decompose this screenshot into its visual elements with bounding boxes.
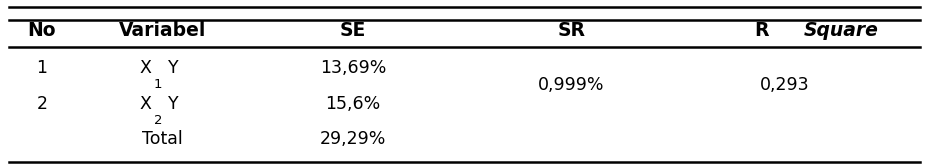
Text: 15,6%: 15,6%: [325, 95, 380, 113]
Text: 2: 2: [153, 114, 162, 127]
Text: SR: SR: [557, 21, 585, 40]
Text: SE: SE: [340, 21, 366, 40]
Text: X: X: [140, 59, 151, 77]
Text: X: X: [140, 95, 151, 113]
Text: Total: Total: [142, 130, 183, 148]
Text: 0,999%: 0,999%: [537, 76, 604, 94]
Text: 13,69%: 13,69%: [319, 59, 386, 77]
Text: 0,293: 0,293: [759, 76, 809, 94]
Text: Y: Y: [168, 95, 179, 113]
Text: R: R: [754, 21, 768, 40]
Text: Y: Y: [168, 59, 179, 77]
Text: 1: 1: [36, 59, 47, 77]
Text: No: No: [28, 21, 56, 40]
Text: Variabel: Variabel: [119, 21, 206, 40]
Text: 1: 1: [153, 78, 162, 91]
Text: 2: 2: [36, 95, 47, 113]
Text: 29,29%: 29,29%: [319, 130, 386, 148]
Text: Square: Square: [803, 21, 877, 40]
